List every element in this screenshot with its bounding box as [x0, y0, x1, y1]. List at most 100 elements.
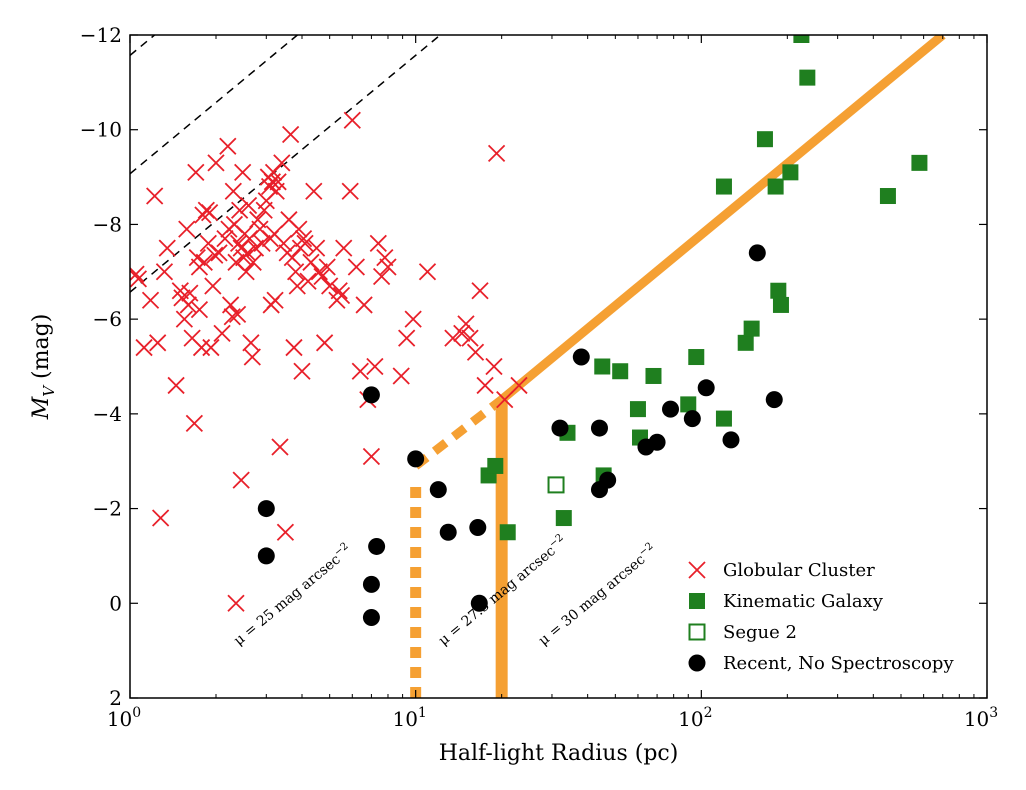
point-1-3: [555, 510, 572, 527]
point-0-91-b: [302, 253, 320, 271]
point-0-33: [213, 324, 231, 342]
point-3-18: [662, 400, 680, 418]
point-0-9-b: [167, 376, 185, 395]
point-3-2: [362, 386, 380, 404]
point-0-122: [461, 329, 479, 347]
point-0-57: [244, 253, 262, 271]
point-0-2-b: [135, 338, 153, 357]
point-1-19: [770, 282, 787, 299]
point-0-74: [271, 438, 289, 456]
point-3-20: [697, 379, 715, 397]
legend-label-2: Segue 2: [723, 622, 797, 643]
point-0-88: [294, 229, 313, 248]
point-0-23: [194, 206, 212, 224]
point-0-107: [355, 296, 373, 314]
point-1-14: [715, 178, 732, 195]
point-0-93: [307, 239, 326, 257]
point-1-2: [499, 524, 516, 541]
point-0-31-b: [207, 154, 225, 172]
point-0-89-b: [296, 234, 314, 253]
legend-label-3: Recent, No Spectroscopy: [723, 653, 954, 674]
point-1-23: [799, 69, 816, 86]
point-0-110-b: [366, 357, 384, 376]
boundary-dashed-upper: [412, 396, 505, 470]
point-0-113: [376, 248, 394, 267]
legend-marker-0: [688, 561, 706, 579]
point-0-106: [351, 362, 369, 380]
point-0-111-b: [369, 234, 387, 253]
point-1-11: [680, 396, 697, 413]
point-0-82-b: [285, 338, 303, 357]
point-0-6: [151, 509, 170, 527]
point-0-77: [276, 523, 295, 541]
point-0-77-b: [276, 523, 295, 541]
point-0-39: [224, 182, 242, 200]
point-0-116: [398, 329, 416, 347]
point-3-21: [722, 431, 740, 449]
point-0-16-b: [183, 329, 201, 347]
point-3-13: [590, 419, 608, 437]
legend-marker-0-b: [688, 561, 706, 579]
point-0-80-b: [281, 125, 300, 144]
point-0-13: [178, 220, 196, 238]
point-1-1: [487, 457, 504, 474]
point-0-19-b: [188, 248, 206, 267]
reference-line-label-0: μ = 25 mag arcsec−2: [230, 541, 355, 649]
point-0-90-b: [299, 272, 317, 290]
point-0-103: [341, 182, 359, 200]
point-0-29: [204, 277, 222, 295]
point-0-119-b: [444, 329, 462, 347]
point-0-59-b: [249, 211, 267, 229]
point-0-44-b: [231, 201, 249, 219]
point-0-100-b: [330, 282, 348, 300]
data-points-layer: [130, 35, 928, 626]
point-0-104-b: [343, 111, 361, 129]
point-0-102-b: [335, 239, 353, 257]
point-0-42-b: [228, 305, 247, 324]
legend-label-1: Kinematic Galaxy: [723, 591, 884, 612]
point-0-1: [130, 270, 148, 288]
x-tick-label-exp-0: 0: [132, 705, 141, 721]
point-0-80: [281, 125, 300, 144]
point-3-6: [407, 450, 425, 468]
reference-lines-layer: [130, 35, 442, 293]
point-0-28-b: [202, 338, 220, 357]
point-2-0: [547, 476, 565, 494]
point-0-115-b: [392, 367, 410, 385]
point-0-32: [210, 244, 228, 262]
point-0-6-b: [151, 509, 170, 527]
point-0-61: [253, 234, 271, 253]
point-1-24: [879, 188, 896, 205]
point-0-94: [310, 263, 328, 281]
point-0-129: [510, 376, 528, 395]
point-0-120-b: [453, 324, 471, 342]
point-0-123: [466, 343, 485, 361]
point-0-52-b: [238, 244, 257, 262]
point-0-85-b: [290, 220, 308, 238]
point-1-20: [772, 296, 789, 313]
point-0-46-b: [232, 471, 250, 489]
point-0-38-b: [223, 308, 241, 326]
point-1-12: [688, 349, 705, 366]
point-0-84-b: [288, 277, 306, 295]
point-0-81-b: [283, 248, 301, 267]
point-0-81: [283, 248, 301, 267]
reference-labels-layer: μ = 25 mag arcsec−2 μ = 27.5 mag arcsec−2…: [230, 532, 655, 649]
point-1-8: [629, 401, 646, 418]
point-0-65-b: [260, 177, 279, 196]
point-0-17-b: [185, 414, 203, 432]
point-0-120: [453, 324, 471, 342]
series-0: [130, 111, 528, 612]
x-tick-label-base-2: 10: [678, 707, 703, 731]
point-0-119: [444, 329, 462, 347]
y-tick-label-1: −10: [80, 118, 122, 142]
axis-ticks-layer: 100 101 102 103−12−10−8−6−4−202: [80, 23, 998, 731]
point-3-4: [362, 608, 380, 626]
point-0-121: [457, 315, 475, 333]
point-1-13: [715, 410, 732, 427]
point-0-8-b: [158, 239, 176, 257]
y-tick-label-7: 2: [109, 686, 122, 710]
point-0-79-b: [280, 211, 298, 229]
series-2: [547, 476, 565, 494]
x-tick-label-exp-1: 1: [418, 705, 427, 721]
